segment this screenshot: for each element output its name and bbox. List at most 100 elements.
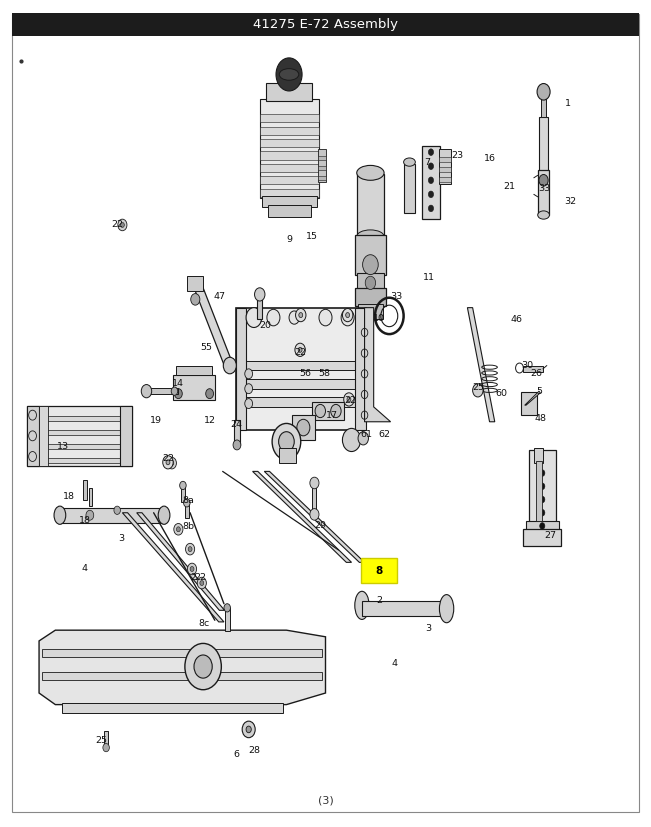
Text: 8b: 8b	[182, 523, 194, 531]
Bar	[538, 170, 549, 215]
Polygon shape	[122, 513, 224, 622]
Bar	[27, 406, 132, 466]
Text: 22: 22	[111, 221, 123, 229]
Bar	[260, 99, 319, 198]
Circle shape	[540, 483, 545, 490]
Bar	[318, 156, 326, 160]
Text: 8c: 8c	[199, 619, 210, 628]
Text: 16: 16	[484, 155, 495, 163]
Circle shape	[255, 288, 265, 301]
Circle shape	[174, 389, 182, 399]
Circle shape	[272, 423, 301, 460]
Text: 29: 29	[314, 522, 326, 530]
Bar	[357, 273, 384, 289]
Bar	[526, 521, 559, 533]
Text: 22: 22	[344, 396, 356, 404]
Circle shape	[190, 566, 194, 571]
Text: 26: 26	[531, 370, 542, 378]
Bar	[62, 703, 283, 713]
Bar	[27, 406, 39, 466]
Text: 8a: 8a	[182, 496, 194, 504]
Bar	[521, 392, 537, 415]
Text: 9: 9	[286, 236, 292, 244]
Circle shape	[279, 432, 294, 452]
Text: 23: 23	[452, 151, 464, 160]
Bar	[240, 379, 362, 389]
Text: 17: 17	[326, 412, 338, 420]
Circle shape	[174, 523, 183, 535]
Bar	[539, 117, 548, 174]
Text: 61: 61	[361, 430, 372, 438]
Bar	[260, 151, 319, 160]
Circle shape	[245, 369, 253, 379]
Text: 41275 E-72 Assembly: 41275 E-72 Assembly	[253, 18, 398, 31]
Circle shape	[267, 309, 280, 326]
Circle shape	[166, 460, 170, 465]
Circle shape	[428, 177, 434, 184]
Circle shape	[197, 577, 206, 589]
Bar	[173, 375, 215, 400]
Bar	[83, 480, 87, 500]
Bar	[60, 508, 164, 523]
Bar	[279, 448, 296, 463]
Bar	[422, 146, 440, 219]
Circle shape	[342, 428, 361, 452]
Text: 58: 58	[318, 370, 330, 378]
Circle shape	[540, 509, 545, 516]
Circle shape	[176, 527, 180, 532]
Circle shape	[540, 523, 545, 529]
Text: 10: 10	[373, 314, 385, 323]
Text: 25: 25	[95, 736, 107, 744]
Bar	[523, 366, 543, 372]
Polygon shape	[264, 471, 365, 562]
Polygon shape	[467, 308, 495, 422]
Text: 5: 5	[536, 387, 543, 395]
Text: 33: 33	[391, 292, 402, 300]
Circle shape	[319, 309, 332, 326]
Text: 28: 28	[248, 746, 260, 754]
Ellipse shape	[404, 158, 415, 166]
Bar	[361, 558, 397, 583]
Circle shape	[206, 389, 214, 399]
Text: 15: 15	[306, 232, 318, 241]
Text: 18: 18	[79, 516, 90, 524]
Circle shape	[363, 255, 378, 275]
Circle shape	[428, 205, 434, 212]
Circle shape	[297, 419, 310, 436]
Text: 8: 8	[376, 566, 383, 576]
Text: 60: 60	[495, 390, 507, 398]
Bar	[358, 304, 383, 319]
Circle shape	[141, 385, 152, 398]
Ellipse shape	[158, 506, 170, 524]
Circle shape	[233, 440, 241, 450]
Text: 18: 18	[63, 492, 75, 500]
Circle shape	[540, 496, 545, 503]
Text: 22: 22	[195, 573, 206, 581]
Bar	[262, 196, 317, 207]
Bar	[534, 448, 543, 463]
Circle shape	[473, 384, 483, 397]
Bar	[312, 483, 316, 514]
Circle shape	[86, 510, 94, 520]
Text: 33: 33	[538, 184, 550, 193]
Ellipse shape	[54, 506, 66, 524]
Bar	[185, 503, 189, 518]
Bar	[318, 149, 326, 182]
Bar	[357, 174, 384, 237]
Bar	[104, 731, 108, 746]
Circle shape	[358, 432, 368, 445]
Bar	[541, 94, 546, 117]
Bar	[260, 189, 319, 197]
Text: 20: 20	[259, 321, 271, 329]
Bar	[225, 608, 230, 631]
Bar	[266, 83, 312, 101]
Bar	[260, 164, 319, 172]
Circle shape	[310, 477, 319, 489]
Text: 4: 4	[391, 659, 398, 667]
Circle shape	[296, 308, 306, 322]
Text: 13: 13	[57, 442, 69, 451]
Text: 48: 48	[535, 414, 547, 423]
Circle shape	[331, 404, 341, 418]
Circle shape	[118, 219, 127, 231]
Text: 21: 21	[503, 182, 515, 190]
